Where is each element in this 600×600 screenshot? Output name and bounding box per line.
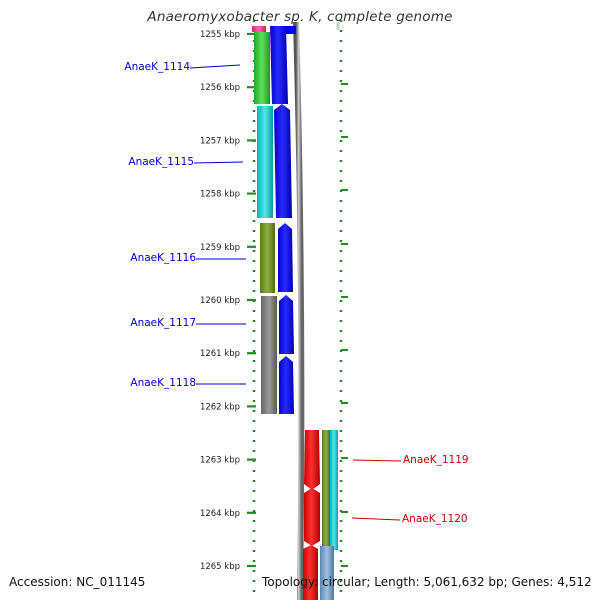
axis-tick-label: 1260 kbp — [200, 296, 240, 306]
axis-tick-label: 1261 kbp — [200, 349, 240, 359]
gene-leader-line — [193, 161, 244, 164]
gene-block-AnaeK_1115[interactable] — [257, 106, 273, 218]
axis-tick-label: 1258 kbp — [200, 190, 240, 200]
axis-tick-label: 1255 kbp — [200, 30, 240, 40]
strand-arrow-2 — [274, 104, 292, 218]
accession-text: Accession: NC_011145 — [9, 575, 146, 589]
axis-tick-label: 1263 kbp — [200, 456, 240, 466]
reverse-arrow-2 — [304, 488, 320, 546]
axis-ticks: 1255 kbp 1256 kbp 1257 kbp 1258 kbp 1259 kbp… — [200, 30, 256, 572]
gene-label-AnaeK_1115[interactable]: AnaeK_1115 — [128, 156, 194, 168]
gene-label-AnaeK_1114[interactable]: AnaeK_1114 — [124, 61, 190, 73]
strand-arrow-3 — [278, 223, 293, 292]
gene-block-AnaeK_1117-1118[interactable] — [261, 296, 277, 414]
gene-block-AnaeK_1119-1120[interactable] — [330, 430, 338, 550]
axis-tick-label: 1256 kbp — [200, 83, 240, 93]
reverse-arrow-1 — [304, 430, 320, 490]
gene-label-AnaeK_1117[interactable]: AnaeK_1117 — [130, 317, 196, 329]
topology-text: Topology: circular; Length: 5,061,632 bp… — [262, 575, 592, 589]
strand-arrow-1 — [270, 26, 288, 104]
gene-label-AnaeK_1118[interactable]: AnaeK_1118 — [130, 377, 196, 389]
backbone-arc — [293, 21, 305, 600]
strand-arrow-top — [286, 26, 296, 34]
strand-arrow-4 — [279, 295, 294, 354]
gene-label-AnaeK_1120[interactable]: AnaeK_1120 — [402, 513, 468, 525]
right-ruler-ticks — [341, 83, 348, 567]
gene-label-AnaeK_1119[interactable]: AnaeK_1119 — [403, 454, 469, 466]
gene-leader-line — [352, 459, 402, 462]
axis-tick-label: 1265 kbp — [200, 562, 240, 572]
gene-block-steel[interactable] — [320, 546, 334, 600]
gene-labels: AnaeK_1114 AnaeK_1115 AnaeK_1116 AnaeK_1117… — [124, 61, 468, 525]
axis-tick-label: 1262 kbp — [200, 402, 240, 412]
reverse-arrow-3 — [303, 545, 318, 600]
gene-leader-line — [351, 517, 401, 521]
axis-tick-label: 1257 kbp — [200, 136, 240, 146]
axis-tick-label: 1259 kbp — [200, 243, 240, 253]
gene-leader-line — [189, 64, 241, 69]
map-title: Anaeromyxobacter sp. K, complete genome — [147, 9, 453, 25]
gene-block-AnaeK_1116[interactable] — [260, 223, 275, 293]
gene-block-pink[interactable] — [252, 26, 266, 32]
gene-block-AnaeK_1114[interactable] — [254, 32, 270, 104]
gene-block-olive-right[interactable] — [322, 430, 330, 600]
axis-tick-label: 1264 kbp — [200, 509, 240, 519]
gene-label-AnaeK_1116[interactable]: AnaeK_1116 — [130, 252, 196, 264]
strand-arrow-5 — [279, 356, 294, 414]
